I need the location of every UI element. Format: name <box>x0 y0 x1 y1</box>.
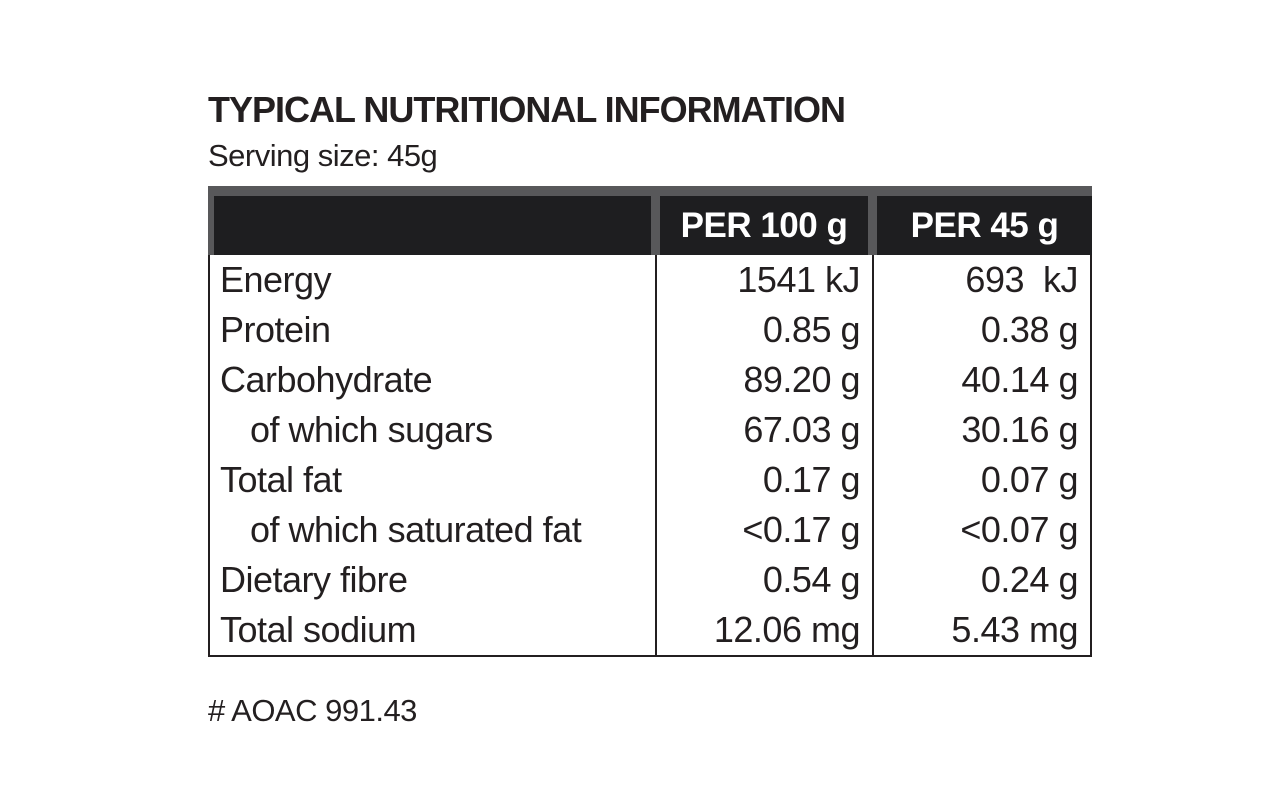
row-value-per-100g: 1541 kJ <box>655 255 872 305</box>
row-label: Carbohydrate <box>220 359 433 400</box>
header-cell-empty <box>214 196 651 255</box>
table-header-row: PER 100 g PER 45 g <box>208 186 1092 255</box>
row-value-per-45g: 0.07 g <box>872 455 1090 505</box>
row-value-per-100g: 0.54 g <box>655 555 872 605</box>
row-value-per-45g: 5.43 mg <box>872 605 1090 655</box>
row-label: of which saturated fat <box>250 509 582 550</box>
footnote: # AOAC 991.43 <box>208 693 417 728</box>
row-value-per-45g: 0.24 g <box>872 555 1090 605</box>
nutrition-table: PER 100 g PER 45 g Energy 1541 kJ 693 kJ… <box>208 186 1092 657</box>
row-value-per-100g: 0.17 g <box>655 455 872 505</box>
row-value-per-100g: 0.85 g <box>655 305 872 355</box>
table-body: Energy 1541 kJ 693 kJ Protein 0.85 g 0.3… <box>208 255 1092 657</box>
row-value-per-45g: 30.16 g <box>872 405 1090 455</box>
page-title: TYPICAL NUTRITIONAL INFORMATION <box>208 89 846 130</box>
row-label: Protein <box>220 309 331 350</box>
header-cell-per-45g: PER 45 g <box>877 196 1092 255</box>
header-cell-per-100g: PER 100 g <box>660 196 868 255</box>
serving-size-text: Serving size: 45g <box>208 138 438 173</box>
row-label: Dietary fibre <box>220 559 408 600</box>
row-value-per-100g: 67.03 g <box>655 405 872 455</box>
row-value-per-100g: 12.06 mg <box>655 605 872 655</box>
table-row: Total sodium 12.06 mg 5.43 mg <box>210 605 1090 655</box>
table-row: of which saturated fat <0.17 g <0.07 g <box>210 505 1090 555</box>
table-row: Total fat 0.17 g 0.07 g <box>210 455 1090 505</box>
table-row: Carbohydrate 89.20 g 40.14 g <box>210 355 1090 405</box>
row-value-per-100g: <0.17 g <box>655 505 872 555</box>
nutrition-label: TYPICAL NUTRITIONAL INFORMATION Serving … <box>208 88 1092 729</box>
row-value-per-45g: <0.07 g <box>872 505 1090 555</box>
row-value-per-45g: 693 kJ <box>872 255 1090 305</box>
row-value-per-45g: 40.14 g <box>872 355 1090 405</box>
row-value-per-100g: 89.20 g <box>655 355 872 405</box>
table-row: of which sugars 67.03 g 30.16 g <box>210 405 1090 455</box>
row-label: Total fat <box>220 459 342 500</box>
table-row: Protein 0.85 g 0.38 g <box>210 305 1090 355</box>
row-label: Energy <box>220 259 332 300</box>
row-value-per-45g: 0.38 g <box>872 305 1090 355</box>
row-label: of which sugars <box>250 409 493 450</box>
table-row: Energy 1541 kJ 693 kJ <box>210 255 1090 305</box>
row-label: Total sodium <box>220 609 417 650</box>
table-row: Dietary fibre 0.54 g 0.24 g <box>210 555 1090 605</box>
